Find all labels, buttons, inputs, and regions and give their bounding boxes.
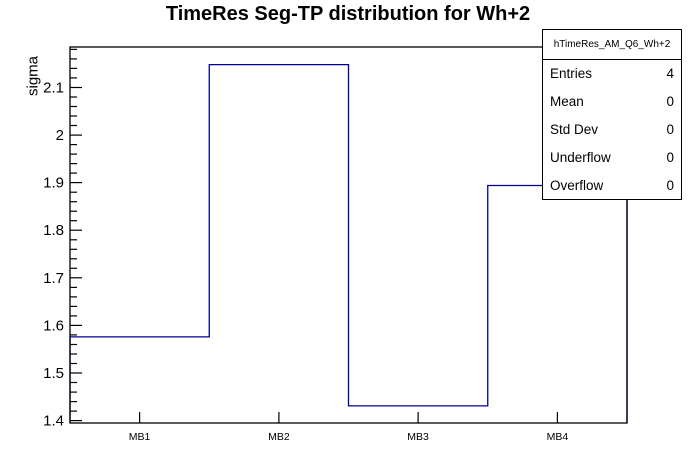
stats-rows: Entries 4 Mean 0 Std Dev 0 Underflow 0 O…	[543, 60, 681, 199]
y-tick-label: 2.1	[43, 80, 64, 97]
stat-label: Overflow	[550, 177, 604, 193]
stat-label: Entries	[550, 66, 593, 82]
stats-box-title: hTimeRes_AM_Q6_Wh+2	[543, 30, 681, 60]
stat-label: Std Dev	[550, 121, 599, 137]
stat-label: Mean	[550, 94, 584, 110]
x-category-label: MB3	[407, 431, 429, 443]
stats-row-overflow: Overflow 0	[543, 171, 681, 199]
y-tick-label: 2	[56, 127, 64, 144]
x-category-label: MB2	[268, 431, 290, 443]
stat-label: Underflow	[550, 149, 611, 165]
stats-row-mean: Mean 0	[543, 88, 681, 116]
stat-value: 4	[666, 66, 674, 82]
stat-value: 0	[666, 94, 674, 110]
chart-title: TimeRes Seg-TP distribution for Wh+2	[165, 3, 531, 25]
stats-row-entries: Entries 4	[543, 60, 681, 88]
x-category-label: MB4	[547, 431, 569, 443]
stat-value: 0	[666, 149, 674, 165]
y-tick-label: 1.5	[43, 365, 64, 382]
stats-box: hTimeRes_AM_Q6_Wh+2 Entries 4 Mean 0 Std…	[542, 29, 682, 200]
stats-row-stddev: Std Dev 0	[543, 116, 681, 144]
y-tick-label: 1.9	[43, 175, 64, 192]
stat-value: 0	[666, 121, 674, 137]
stats-row-underflow: Underflow 0	[543, 143, 681, 171]
y-tick-label: 1.7	[43, 270, 64, 287]
y-tick-label: 1.8	[43, 222, 64, 239]
y-tick-label: 1.6	[43, 317, 64, 334]
stat-value: 0	[666, 177, 674, 193]
plot-frame	[69, 46, 628, 424]
x-category-label: MB1	[129, 431, 151, 443]
y-tick-label: 1.4	[43, 413, 64, 430]
